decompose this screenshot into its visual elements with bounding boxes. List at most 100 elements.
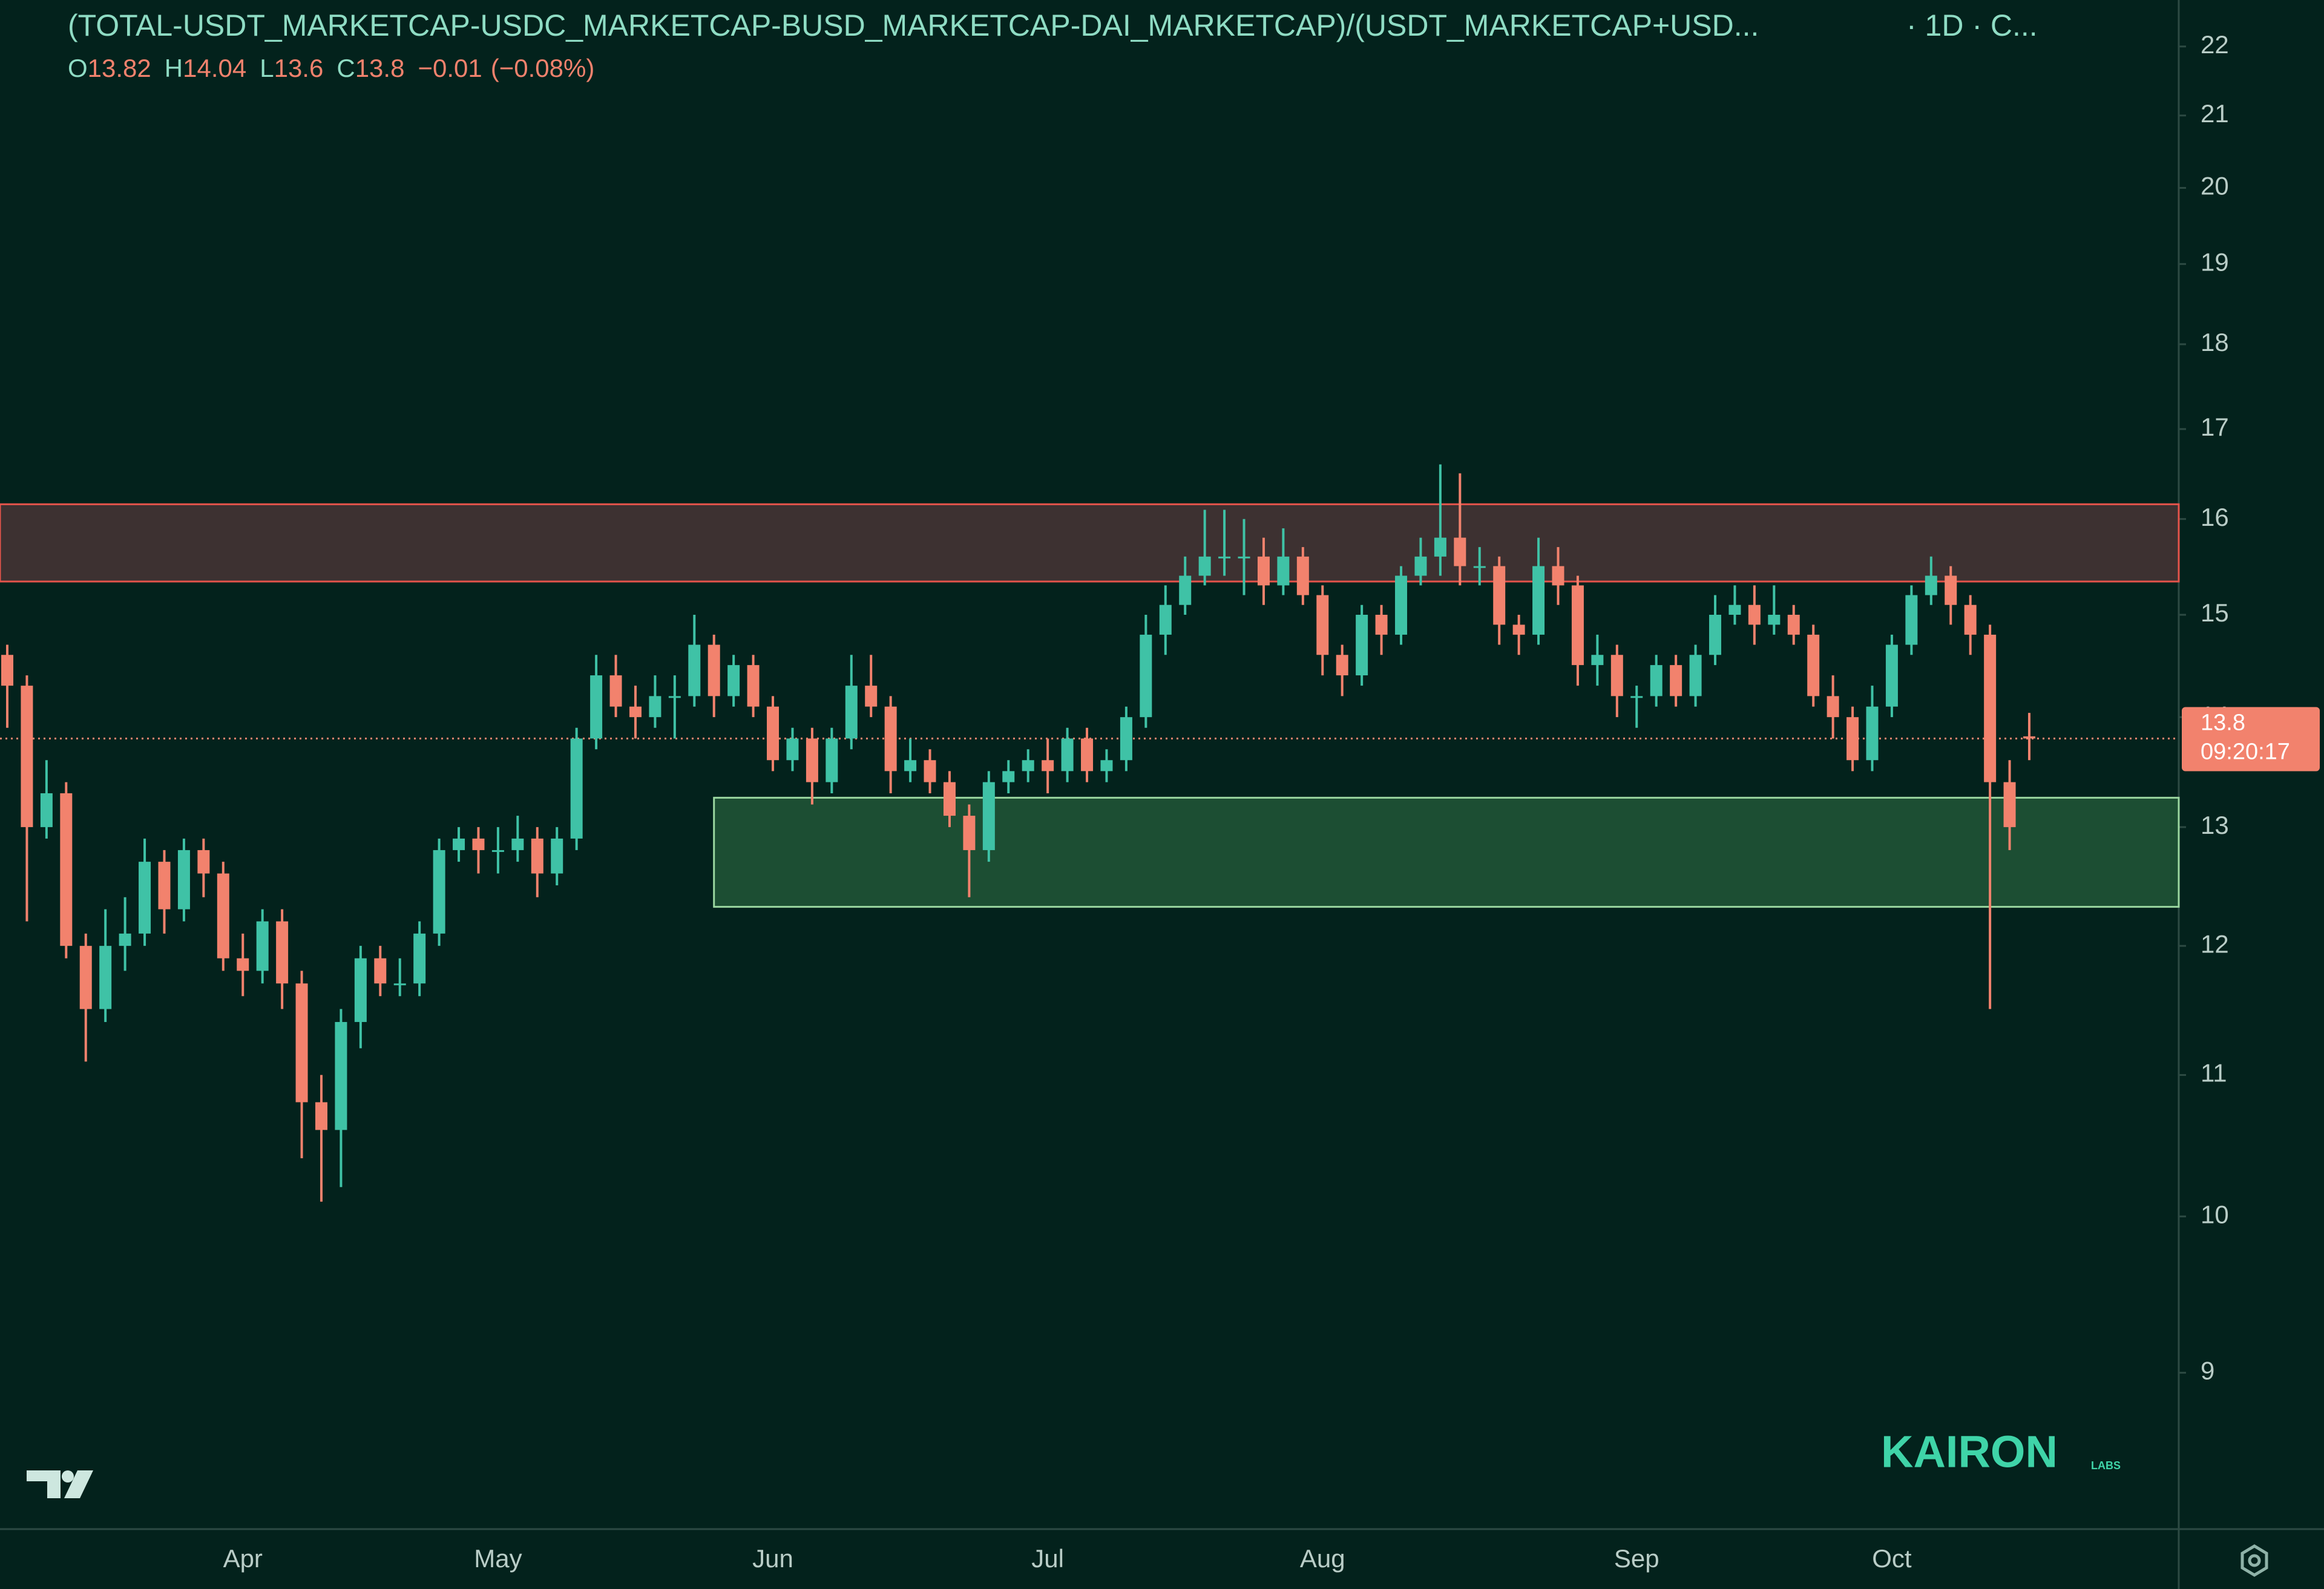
gear-outline[interactable] [2240, 1544, 2268, 1577]
candle-body [1670, 665, 1682, 696]
candle-body [1925, 575, 1937, 595]
candle-body [1356, 614, 1368, 676]
y-tick-label: 13 [2201, 811, 2229, 839]
y-tick-label: 12 [2201, 929, 2229, 958]
candle-body [1945, 575, 1957, 605]
candle-body [374, 958, 387, 984]
candle-body [1198, 556, 1211, 576]
y-tick-label: 18 [2201, 328, 2229, 356]
candle-body [1277, 556, 1290, 586]
candle-body [2003, 782, 2016, 827]
candle-body [1630, 696, 1643, 698]
candle-body [472, 838, 485, 850]
y-tick-label: 19 [2201, 247, 2229, 276]
candle-body [1454, 537, 1466, 566]
candle-body [1552, 566, 1564, 586]
x-tick-label: Aug [1300, 1544, 1345, 1573]
ohlc-key: O [68, 54, 88, 82]
candle-body [491, 850, 504, 852]
candle-body [727, 665, 740, 696]
candle-body [1493, 566, 1506, 625]
y-tick-label: 11 [2201, 1059, 2227, 1087]
candle-body [1414, 556, 1427, 576]
settings-icon[interactable] [2240, 1544, 2268, 1577]
chart-interval: · 1D · C... [1906, 8, 2038, 42]
logo-part [27, 1470, 61, 1498]
candle-body [1846, 717, 1859, 761]
candle-body [1964, 604, 1977, 635]
candle-body [982, 782, 995, 850]
candle-body [1434, 537, 1446, 557]
candle-body [1042, 760, 1054, 772]
candle-body [295, 983, 308, 1102]
candle-body [1866, 706, 1879, 761]
y-tick-label: 9 [2201, 1357, 2214, 1385]
candle-body [649, 696, 661, 718]
ohlc-key: L [260, 54, 274, 82]
ohlc-value: 13.8 [355, 54, 405, 82]
candle-body [1179, 575, 1192, 605]
candle-body [511, 838, 524, 850]
x-tick-label: Jun [752, 1544, 793, 1573]
candle-body [119, 933, 131, 946]
last-price-box [2182, 707, 2320, 772]
zone [0, 503, 2180, 583]
candle-body [1159, 604, 1172, 635]
candle-body [40, 793, 53, 827]
candle-body [237, 958, 249, 971]
candle-body [354, 958, 367, 1022]
candle-body [1336, 655, 1348, 676]
gear-center[interactable] [2248, 1554, 2261, 1567]
candle-body [99, 946, 112, 1009]
candle-body [158, 862, 171, 909]
ohlc-key: C [336, 54, 355, 82]
change-value: −0.01 [418, 54, 482, 82]
candle-body [1787, 614, 1800, 635]
candle-body [1022, 760, 1034, 772]
candle-body [413, 933, 426, 984]
candle-body [767, 706, 780, 761]
x-tick-label: May [474, 1544, 522, 1573]
candle-body [177, 850, 190, 909]
chart-title: (TOTAL-USDT_MARKETCAP-USDC_MARKETCAP-BUS… [68, 8, 1759, 42]
candle-body [1061, 738, 1074, 772]
candle-body [1807, 634, 1820, 696]
candle-body [1296, 556, 1309, 595]
candle-body [393, 983, 406, 986]
candle-body [315, 1102, 327, 1130]
y-tick-label: 10 [2201, 1200, 2229, 1228]
candle-body [884, 706, 897, 772]
logo-part [62, 1470, 74, 1483]
candle-body [570, 738, 583, 839]
candle-body [904, 760, 917, 772]
candle-body [139, 862, 151, 934]
candle-body [551, 838, 563, 874]
x-tick-label: Jul [1031, 1544, 1064, 1573]
y-tick-label: 20 [2201, 172, 2229, 200]
y-tick-label: 15 [2201, 598, 2229, 627]
y-tick-label: 22 [2201, 30, 2229, 59]
candle-body [1885, 644, 1898, 707]
candle-body [590, 675, 603, 739]
candle-body [1709, 614, 1722, 655]
candle-body [335, 1021, 347, 1130]
candle-body [806, 738, 818, 782]
candle-body [256, 921, 269, 971]
candle-body [1591, 655, 1604, 666]
candle-body [217, 873, 229, 958]
candle-body [688, 644, 701, 696]
candle-body [865, 686, 878, 707]
candle-body [609, 675, 622, 707]
candle-body [21, 686, 33, 827]
candle-body [963, 816, 976, 850]
x-tick-label: Apr [223, 1544, 263, 1573]
candle-body [1610, 655, 1623, 696]
candle-body [1238, 556, 1250, 559]
candle-body [1768, 614, 1781, 625]
candle-body [60, 793, 73, 946]
candle-body [1650, 665, 1663, 696]
last-price-label: 13.8 [2201, 710, 2245, 735]
